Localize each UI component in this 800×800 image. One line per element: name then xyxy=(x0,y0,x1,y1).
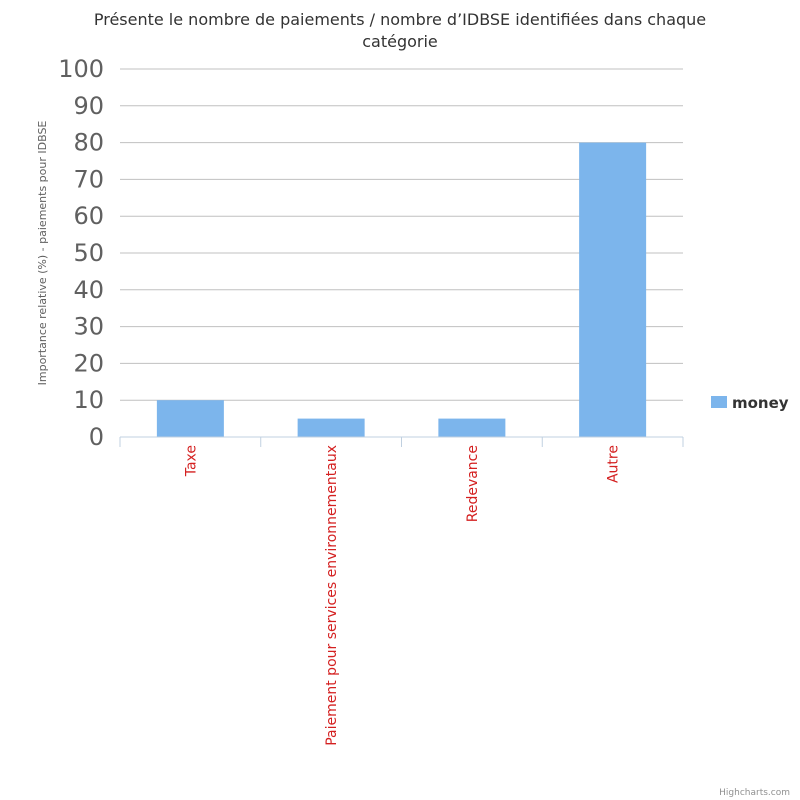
chart-title-line-1: Présente le nombre de paiements / nombre… xyxy=(94,10,706,29)
legend-label[interactable]: money xyxy=(732,394,789,412)
legend-swatch xyxy=(711,396,727,408)
y-tick-label: 90 xyxy=(73,92,104,120)
x-axis-ticks: Taxe Paiement pour services environnement… xyxy=(183,445,621,746)
y-tick-label: 60 xyxy=(73,202,104,230)
x-tick-label: Taxe xyxy=(183,445,199,477)
y-axis-ticks: 0 10 20 30 40 50 60 70 80 90 100 xyxy=(58,55,104,451)
y-tick-label: 20 xyxy=(73,349,104,377)
grid-lines xyxy=(120,68,683,401)
y-tick-label: 10 xyxy=(73,386,104,414)
x-tick-label: Paiement pour services environnementaux xyxy=(324,445,340,746)
x-axis xyxy=(119,436,684,447)
y-tick-label: 30 xyxy=(73,313,104,341)
chart-title: Présente le nombre de paiements / nombre… xyxy=(94,10,706,51)
y-tick-label: 40 xyxy=(73,276,104,304)
bar-redevance[interactable] xyxy=(438,418,506,437)
y-tick-label: 0 xyxy=(89,423,104,451)
x-tick-label: Redevance xyxy=(465,445,481,522)
legend[interactable]: money xyxy=(711,394,789,412)
bar-taxe[interactable] xyxy=(156,400,224,437)
y-tick-label: 80 xyxy=(73,129,104,157)
y-tick-label: 50 xyxy=(73,239,104,267)
x-tick-label: Autre xyxy=(606,445,622,483)
bar-series xyxy=(156,142,647,437)
y-tick-label: 100 xyxy=(58,55,104,83)
y-tick-label: 70 xyxy=(73,165,104,193)
chart-title-line-2: catégorie xyxy=(362,32,438,51)
y-axis-label: Importance relative (%) - paiements pour… xyxy=(36,121,49,386)
bar-autre[interactable] xyxy=(579,142,647,437)
credits-label[interactable]: Highcharts.com xyxy=(719,788,790,798)
bar-paiement-pour-services-environnementaux[interactable] xyxy=(297,418,365,437)
